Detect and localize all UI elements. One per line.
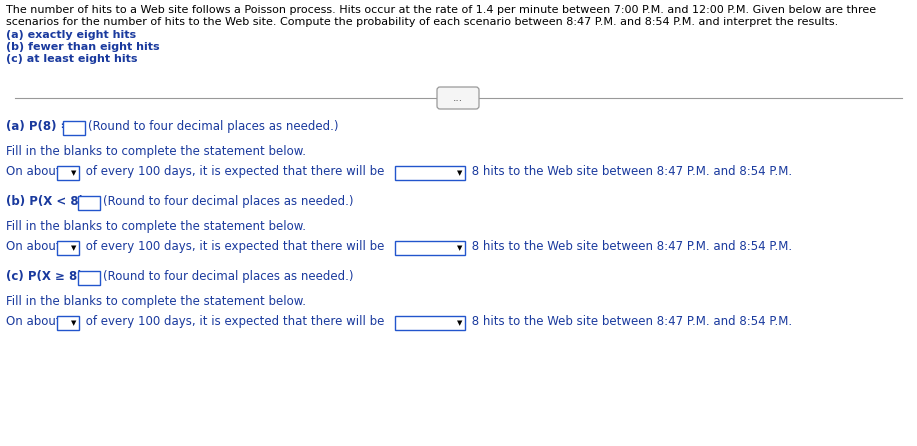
Bar	[57, 166, 79, 180]
Text: (a) exactly eight hits: (a) exactly eight hits	[6, 30, 136, 40]
Bar	[57, 241, 79, 255]
Text: ▼: ▼	[458, 245, 463, 251]
Text: ▼: ▼	[72, 320, 77, 326]
Bar	[57, 316, 79, 330]
Text: ▼: ▼	[72, 170, 77, 176]
Text: ▼: ▼	[458, 170, 463, 176]
Bar	[395, 166, 465, 180]
Text: (c) at least eight hits: (c) at least eight hits	[6, 54, 138, 64]
Text: ▼: ▼	[458, 320, 463, 326]
Text: Fill in the blanks to complete the statement below.: Fill in the blanks to complete the state…	[6, 145, 306, 158]
Text: of every 100 days, it is expected that there will be: of every 100 days, it is expected that t…	[82, 240, 384, 253]
Bar	[395, 316, 465, 330]
Text: On about: On about	[6, 165, 61, 178]
Text: Fill in the blanks to complete the statement below.: Fill in the blanks to complete the state…	[6, 295, 306, 308]
Text: (b) fewer than eight hits: (b) fewer than eight hits	[6, 42, 160, 52]
Text: Fill in the blanks to complete the statement below.: Fill in the blanks to complete the state…	[6, 220, 306, 233]
Text: 8 hits to the Web site between 8:47 P.M. and 8:54 P.M.: 8 hits to the Web site between 8:47 P.M.…	[468, 165, 792, 178]
Text: (a) P(8) =: (a) P(8) =	[6, 120, 74, 133]
Text: (Round to four decimal places as needed.): (Round to four decimal places as needed.…	[103, 270, 353, 283]
Text: 8 hits to the Web site between 8:47 P.M. and 8:54 P.M.: 8 hits to the Web site between 8:47 P.M.…	[468, 240, 792, 253]
Bar	[395, 241, 465, 255]
FancyBboxPatch shape	[437, 87, 479, 109]
Text: ▼: ▼	[72, 245, 77, 251]
Text: ...: ...	[453, 93, 463, 103]
Bar	[78, 271, 100, 285]
Bar	[63, 121, 85, 135]
Text: (c) P(X ≥ 8) =: (c) P(X ≥ 8) =	[6, 270, 101, 283]
Text: 8 hits to the Web site between 8:47 P.M. and 8:54 P.M.: 8 hits to the Web site between 8:47 P.M.…	[468, 315, 792, 328]
Text: of every 100 days, it is expected that there will be: of every 100 days, it is expected that t…	[82, 165, 384, 178]
Text: of every 100 days, it is expected that there will be: of every 100 days, it is expected that t…	[82, 315, 384, 328]
Text: (b) P(X < 8) =: (b) P(X < 8) =	[6, 195, 102, 208]
Text: The number of hits to a Web site follows a Poisson process. Hits occur at the ra: The number of hits to a Web site follows…	[6, 5, 876, 15]
Text: scenarios for the number of hits to the Web site. Compute the probability of eac: scenarios for the number of hits to the …	[6, 17, 838, 27]
Text: (Round to four decimal places as needed.): (Round to four decimal places as needed.…	[88, 120, 338, 133]
Bar	[78, 196, 100, 210]
Text: (Round to four decimal places as needed.): (Round to four decimal places as needed.…	[103, 195, 353, 208]
Text: On about: On about	[6, 240, 61, 253]
Text: On about: On about	[6, 315, 61, 328]
